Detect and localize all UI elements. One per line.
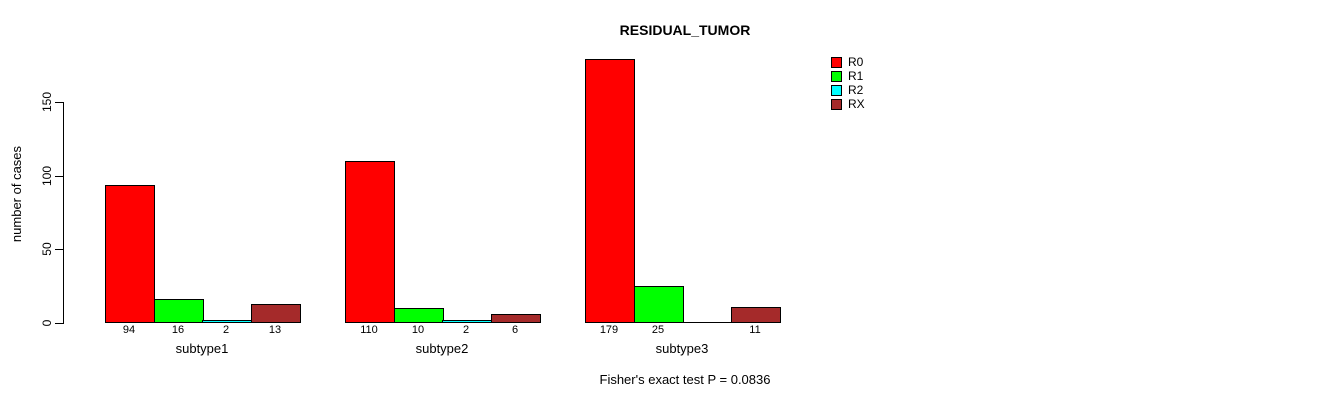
legend-item-r2: R2 xyxy=(831,84,865,97)
legend-swatch-r1 xyxy=(831,71,842,82)
x-category-label-subtype3: subtype3 xyxy=(655,341,709,356)
legend: R0 R1 R2 RX xyxy=(831,56,865,112)
bar-value-label: 2 xyxy=(222,324,230,336)
bar-subtype1-RX xyxy=(251,304,301,323)
bar-subtype2-RX xyxy=(491,314,541,323)
bar-value-label: 110 xyxy=(360,324,378,336)
bar-subtype2-R0 xyxy=(345,161,395,323)
legend-item-r1: R1 xyxy=(831,70,865,83)
y-tick-label: 100 xyxy=(40,165,54,187)
bar-value-label: 179 xyxy=(599,324,619,336)
legend-label-r0: R0 xyxy=(848,55,864,69)
bar-value-label: 10 xyxy=(411,324,425,336)
bar-value-label: 2 xyxy=(462,324,470,336)
bar-value-label: 13 xyxy=(268,324,282,336)
y-tick-label: 0 xyxy=(40,319,54,327)
bar-value-label: 94 xyxy=(122,324,136,336)
y-tick xyxy=(55,249,63,250)
bar-subtype1-R1 xyxy=(154,299,204,323)
x-category-label-subtype2: subtype2 xyxy=(415,341,469,356)
x-category-label-subtype1: subtype1 xyxy=(175,341,229,356)
bar-value-label: 25 xyxy=(651,324,665,336)
y-tick-label: 50 xyxy=(40,242,54,256)
bar-value-label: 11 xyxy=(749,324,761,336)
y-axis xyxy=(63,102,64,324)
bar-subtype2-R2 xyxy=(442,320,492,323)
legend-item-r0: R0 xyxy=(831,56,865,69)
bar-subtype3-R0 xyxy=(585,59,635,323)
bar-value-label: 16 xyxy=(171,324,185,336)
chart-title: RESIDUAL_TUMOR xyxy=(619,22,751,38)
legend-label-r1: R1 xyxy=(848,69,864,83)
y-tick-label: 150 xyxy=(40,91,54,113)
y-tick xyxy=(55,323,63,324)
bar-subtype3-R1 xyxy=(634,286,684,323)
legend-swatch-r0 xyxy=(831,57,842,68)
legend-label-rx: RX xyxy=(848,97,865,111)
bar-subtype2-R1 xyxy=(394,308,444,323)
legend-swatch-rx xyxy=(831,99,842,110)
y-tick xyxy=(55,176,63,177)
bar-subtype3-RX xyxy=(731,307,781,323)
legend-label-r2: R2 xyxy=(848,83,864,97)
annotation-fisher-test: Fisher's exact test P = 0.0836 xyxy=(599,372,771,387)
bar-value-label: 6 xyxy=(511,324,519,336)
y-tick xyxy=(55,102,63,103)
bar-subtype1-R2 xyxy=(202,320,252,323)
legend-swatch-r2 xyxy=(831,85,842,96)
legend-item-rx: RX xyxy=(831,98,865,111)
bar-subtype1-R0 xyxy=(105,185,155,323)
bar-subtype3-R2 xyxy=(682,322,732,323)
